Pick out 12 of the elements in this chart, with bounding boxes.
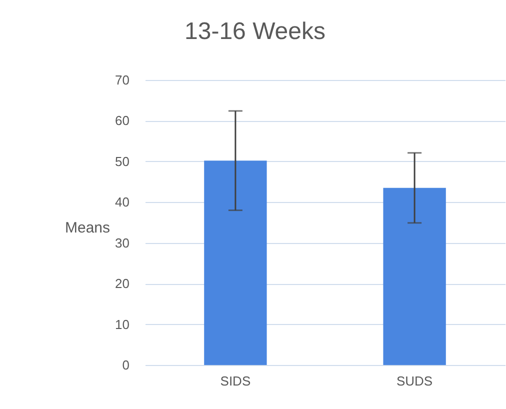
x-tick-label: SIDS	[220, 374, 251, 388]
y-tick-label: 50	[115, 154, 130, 169]
y-tick-label: 40	[115, 194, 130, 210]
y-axis-title: Means	[64, 220, 110, 236]
chart-title: 13-16 Weeks	[184, 18, 326, 45]
y-tick-label: 70	[115, 72, 130, 88]
y-tick-label: 30	[115, 235, 130, 250]
x-tick-label: SUDS	[396, 374, 433, 388]
y-tick-label: 0	[122, 358, 130, 372]
y-tick-label: 20	[115, 276, 130, 292]
y-tick-label: 10	[115, 316, 130, 332]
y-tick-label: 60	[115, 113, 130, 128]
